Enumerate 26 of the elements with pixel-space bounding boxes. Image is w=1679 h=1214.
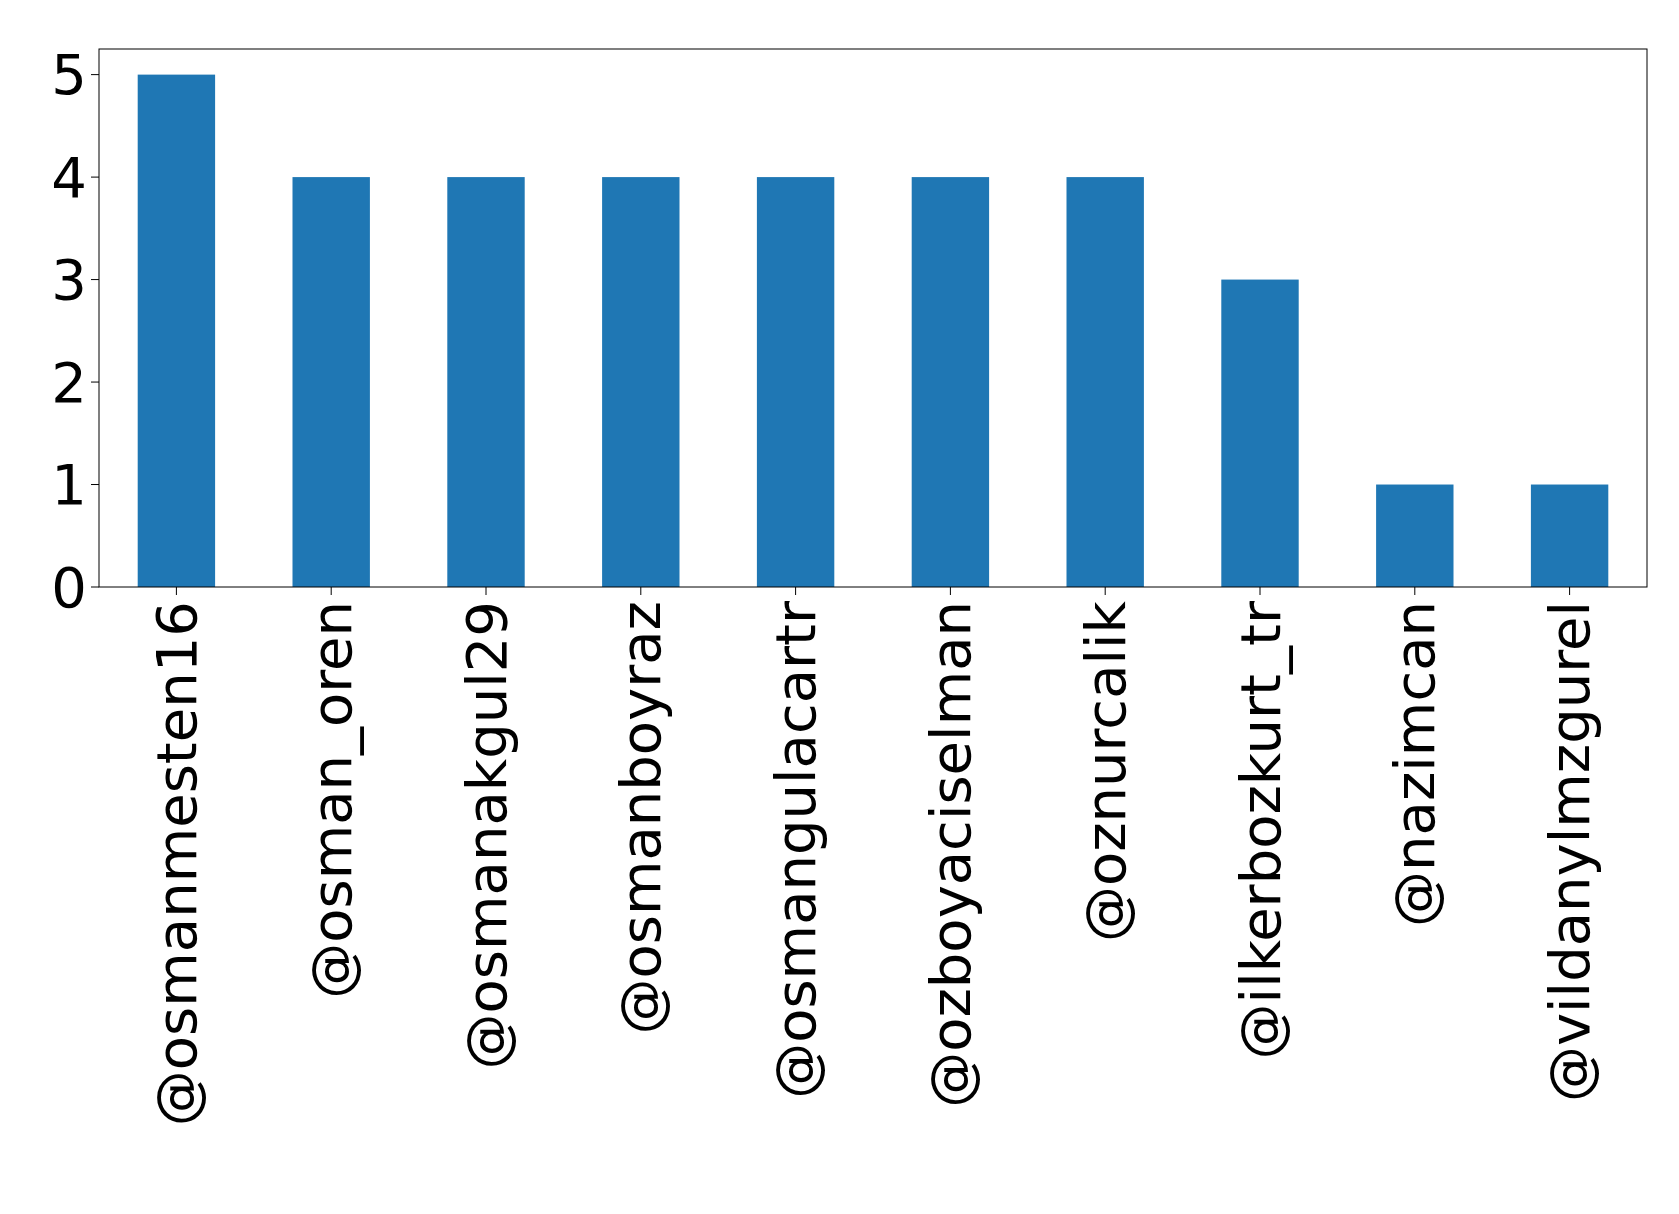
x-tick-label: @osman_oren <box>298 601 364 999</box>
y-tick-label: 1 <box>51 452 87 518</box>
x-tick-label: @ilkerbozkurt_tr <box>1227 600 1293 1060</box>
x-tick-label: @vildanylmzgurel <box>1537 601 1603 1103</box>
y-tick-label: 4 <box>51 144 87 210</box>
bar <box>1221 279 1299 587</box>
y-tick-label: 5 <box>51 42 87 108</box>
bar <box>602 177 680 587</box>
x-tick-label: @oznurcalik <box>1072 600 1138 943</box>
x-tick-label: @osmangulacartr <box>763 600 829 1099</box>
x-tick-label: @osmanakgul29 <box>453 601 519 1070</box>
bar <box>447 177 525 587</box>
bar <box>756 177 835 587</box>
y-tick-label: 2 <box>51 349 87 415</box>
bar <box>292 177 370 587</box>
x-tick-label: @osmanmesten16 <box>144 601 209 1127</box>
bar <box>911 177 990 587</box>
bar <box>1066 177 1144 587</box>
bar <box>1530 484 1609 587</box>
bar <box>137 74 216 587</box>
x-tick-label: @ozboyaciselman <box>918 601 983 1108</box>
y-tick-label: 3 <box>51 247 87 313</box>
bar <box>1376 484 1454 587</box>
y-tick-label: 0 <box>51 554 87 620</box>
x-tick-label: @osmanboyraz <box>608 601 674 1035</box>
x-tick-label: @nazimcan <box>1382 601 1448 927</box>
